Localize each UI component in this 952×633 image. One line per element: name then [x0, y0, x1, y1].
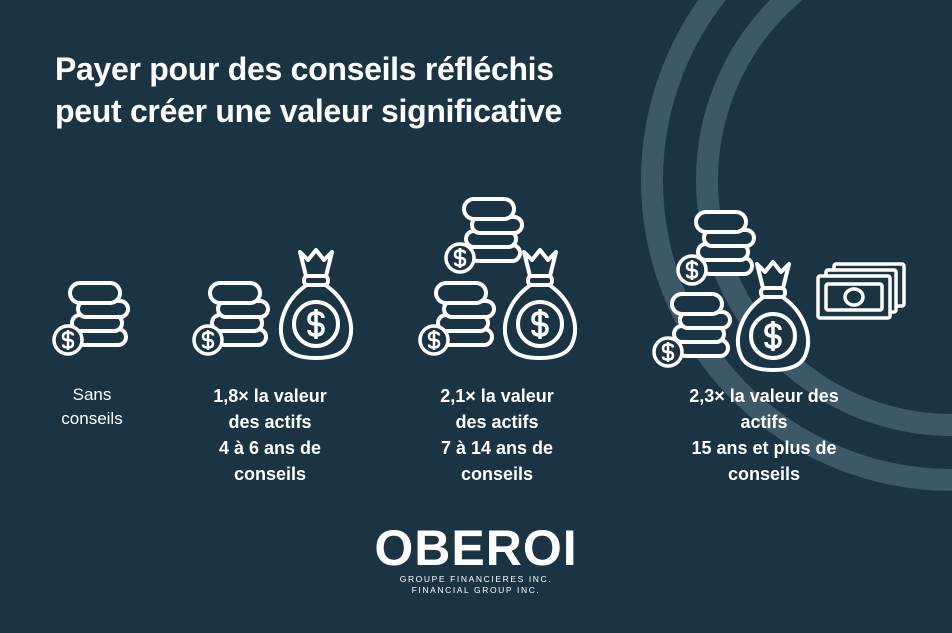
column-line: des actifs	[228, 412, 312, 432]
icon-23	[652, 210, 906, 372]
column-line: actifs	[740, 412, 788, 432]
column-line: 1,8× la valeur	[213, 386, 327, 406]
icon-21	[418, 197, 577, 360]
column-line: conseils	[233, 464, 307, 484]
column-line: 2,1× la valeur	[440, 386, 554, 406]
logo-subtitle: GROUPE FINANCIERES INC.	[399, 574, 553, 584]
icon-18	[192, 248, 353, 360]
title: Payer pour des conseils réfléchis peut c…	[55, 48, 562, 132]
column-line: des actifs	[455, 412, 539, 432]
column: 2,1× la valeur des actifs 7 à 14 ans de …	[387, 383, 607, 487]
column-line: 7 à 14 ans de	[440, 438, 554, 458]
column-line: 2,3× la valeur des	[689, 386, 839, 406]
logo-subtitle: FINANCIAL GROUP INC.	[411, 585, 541, 595]
column-line: conseils	[727, 464, 801, 484]
column-line: conseils	[61, 409, 123, 428]
logo-name: OBEROI	[374, 520, 578, 576]
column: 2,3× la valeur des actifs 15 ans et plus…	[654, 383, 874, 487]
decorative-arcs	[641, 0, 952, 491]
column-line: Sans	[72, 385, 112, 404]
column-line: conseils	[460, 464, 534, 484]
title-line: Payer pour des conseils réfléchis	[55, 51, 554, 87]
logo: OBEROI GROUPE FINANCIERES INC. FINANCIAL…	[326, 522, 626, 596]
column-line: 4 à 6 ans de	[218, 438, 322, 458]
icon-no-advice	[52, 281, 130, 356]
column: 1,8× la valeur des actifs 4 à 6 ans de c…	[160, 383, 380, 487]
column: Sans conseils	[0, 383, 202, 431]
column-line: 15 ans et plus de	[691, 438, 837, 458]
title-line: peut créer une valeur significative	[55, 93, 563, 129]
